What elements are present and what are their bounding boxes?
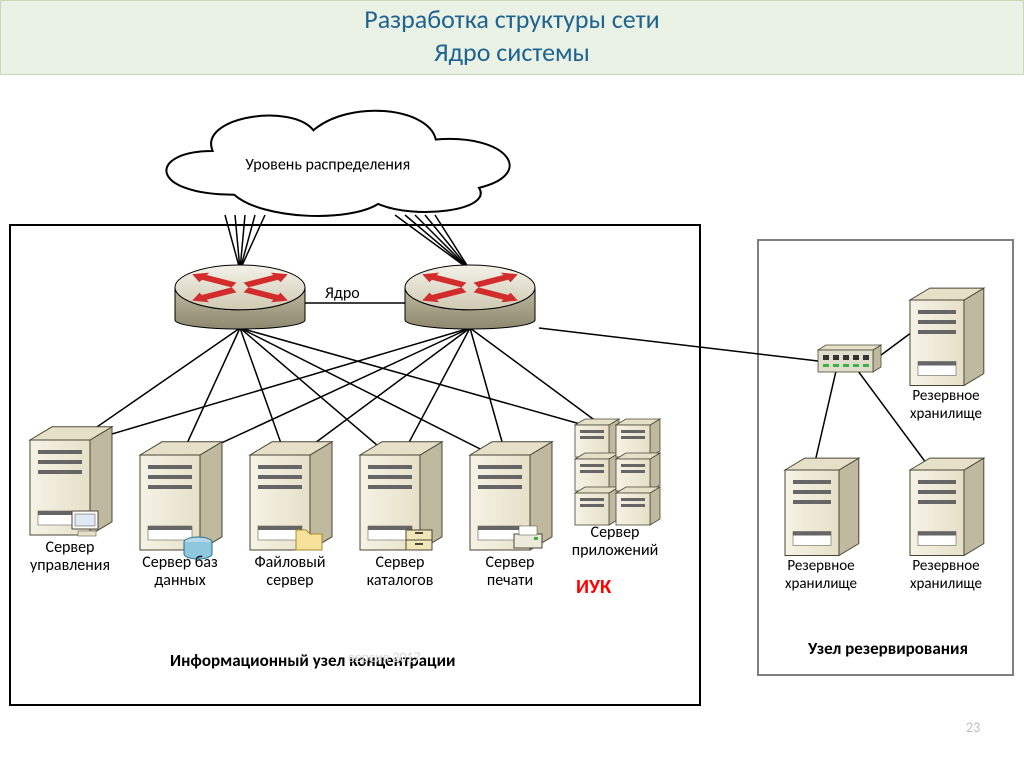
svg-text:хранилище: хранилище [910, 405, 982, 423]
svg-text:Файловый: Файловый [254, 553, 325, 572]
title-line-2: Ядро системы [1, 36, 1023, 69]
svg-text:Сервер: Сервер [486, 553, 535, 572]
svg-text:Сервер: Сервер [591, 523, 640, 542]
svg-text:хранилище: хранилище [910, 575, 982, 593]
svg-text:Сервер баз: Сервер баз [142, 553, 218, 572]
watermark: версия 2017 [348, 649, 421, 666]
svg-text:приложений: приложений [572, 541, 658, 560]
svg-text:Резервное: Резервное [787, 557, 854, 575]
svg-text:печати: печати [487, 571, 533, 590]
title-line-1: Разработка структуры сети [1, 3, 1023, 36]
svg-text:хранилище: хранилище [785, 575, 857, 593]
svg-text:Сервер: Сервер [46, 538, 95, 557]
svg-text:Сервер: Сервер [376, 553, 425, 572]
svg-text:данных: данных [154, 571, 205, 590]
core-label: Ядро [325, 285, 360, 303]
reserve-caption: Узел резервирования [808, 639, 968, 659]
svg-text:сервер: сервер [266, 571, 313, 590]
svg-text:Резервное: Резервное [912, 387, 979, 405]
title-bar: Разработка структуры сети Ядро системы [0, 0, 1024, 75]
network-diagram: Уровень распределенияСерверуправленияСер… [0, 75, 1024, 765]
svg-text:Уровень распределения: Уровень распределения [245, 155, 410, 174]
svg-text:Резервное: Резервное [912, 557, 979, 575]
svg-text:управления: управления [30, 556, 110, 575]
svg-text:каталогов: каталогов [367, 571, 434, 590]
page-number: 23 [966, 719, 980, 736]
iuk-acronym: ИУК [576, 576, 611, 599]
